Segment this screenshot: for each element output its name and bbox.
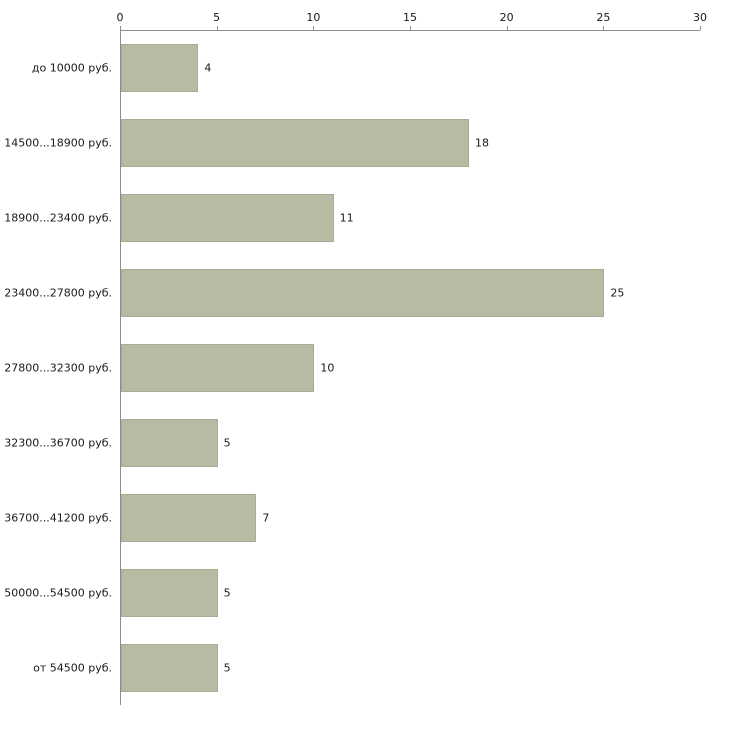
bar (121, 118, 469, 167)
value-label: 5 (223, 436, 231, 449)
bar-row: 32300...36700 руб. 5 (0, 405, 730, 480)
value-label: 7 (262, 511, 270, 524)
x-axis-line (120, 30, 700, 31)
x-axis-tick-mark (216, 26, 218, 30)
x-axis-tick-label: 25 (596, 11, 611, 24)
bar-row: от 54500 руб. 5 (0, 630, 730, 705)
y-axis-line (120, 30, 121, 705)
value-label: 25 (610, 286, 625, 299)
category-label: от 54500 руб. (33, 661, 112, 674)
bar (121, 568, 218, 617)
x-axis-tick-label: 10 (306, 11, 321, 24)
value-label: 18 (475, 136, 489, 149)
value-label: 5 (223, 661, 231, 674)
x-axis-tick-label: 0 (116, 11, 124, 24)
category-label: 23400...27800 руб. (4, 286, 112, 299)
bar (121, 193, 334, 242)
x-axis-tick-mark (410, 26, 411, 30)
bar-row: 18900...23400 руб. 11 (0, 180, 730, 255)
bar (121, 343, 315, 392)
bar-row: 36700...41200 руб. 7 (0, 480, 730, 555)
bar-row: 14500...18900 руб. 18 (0, 105, 730, 180)
category-label: 14500...18900 руб. (4, 136, 112, 149)
bar-row: до 10000 руб. 4 (0, 30, 730, 105)
value-label: 11 (339, 211, 354, 224)
bar (121, 43, 199, 92)
x-axis-tick-label: 30 (693, 11, 707, 24)
x-axis-tick-label: 20 (499, 11, 514, 24)
x-axis-tick-label: 5 (213, 11, 221, 24)
category-label: 32300...36700 руб. (4, 436, 112, 449)
value-label: 10 (320, 361, 335, 374)
value-label: 5 (223, 586, 231, 599)
bar-row: 23400...27800 руб. 25 (0, 255, 730, 330)
category-label: 27800...32300 руб. (4, 361, 112, 374)
bar-row: 50000...54500 руб. 5 (0, 555, 730, 630)
value-label: 4 (204, 61, 212, 74)
category-label: 36700...41200 руб. (4, 511, 112, 524)
x-axis-tick-mark (120, 26, 121, 30)
x-axis-tick-mark (700, 26, 701, 30)
category-label: 18900...23400 руб. (4, 211, 112, 224)
x-axis-tick-mark (313, 26, 315, 30)
x-axis-tick-mark (506, 26, 508, 30)
bar (121, 643, 218, 692)
bar (121, 418, 218, 467)
bar-row: 27800...32300 руб. 10 (0, 330, 730, 405)
category-label: 50000...54500 руб. (4, 586, 112, 599)
category-label: до 10000 руб. (31, 61, 112, 74)
bar (121, 268, 605, 317)
x-axis-tick-mark (603, 26, 605, 30)
bar (121, 493, 257, 542)
x-axis-tick-label: 15 (403, 11, 417, 24)
